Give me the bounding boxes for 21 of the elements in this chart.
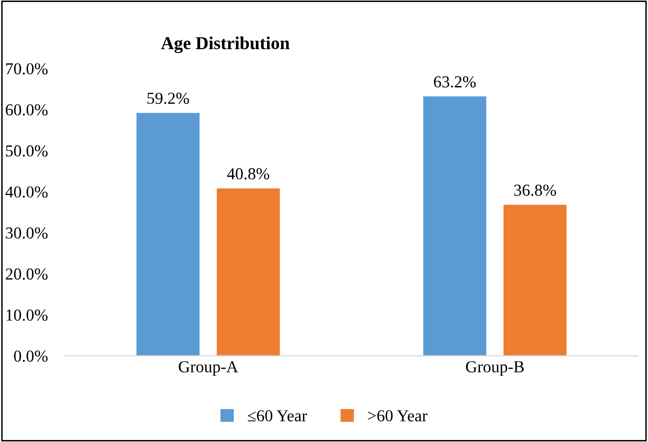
y-tick-label: 70.0% [6,63,48,75]
x-tick-label: Group-A [178,361,238,376]
x-tick-label: Group-B [466,361,524,376]
y-tick-label: 50.0% [6,145,48,157]
y-tick-label: 0.0% [14,350,48,362]
bar [136,112,200,356]
bar [216,188,280,356]
data-label: 40.8% [227,168,270,180]
y-tick-label: 20.0% [6,268,48,280]
legend-label: >60 Year [368,410,428,422]
bar [504,204,567,356]
y-tick-label: 60.0% [6,104,48,116]
data-label: 63.2% [434,76,476,88]
data-label: 36.8% [514,184,556,196]
y-tick-label: 40.0% [5,186,48,198]
chart-title: Age Distribution [161,36,290,54]
y-tick-label: 30.0% [6,227,48,239]
data-label: 59.2% [147,92,189,104]
y-tick-label: 10.0% [6,309,48,321]
legend-label: ≤60 Year [248,410,308,422]
bar [423,96,486,356]
